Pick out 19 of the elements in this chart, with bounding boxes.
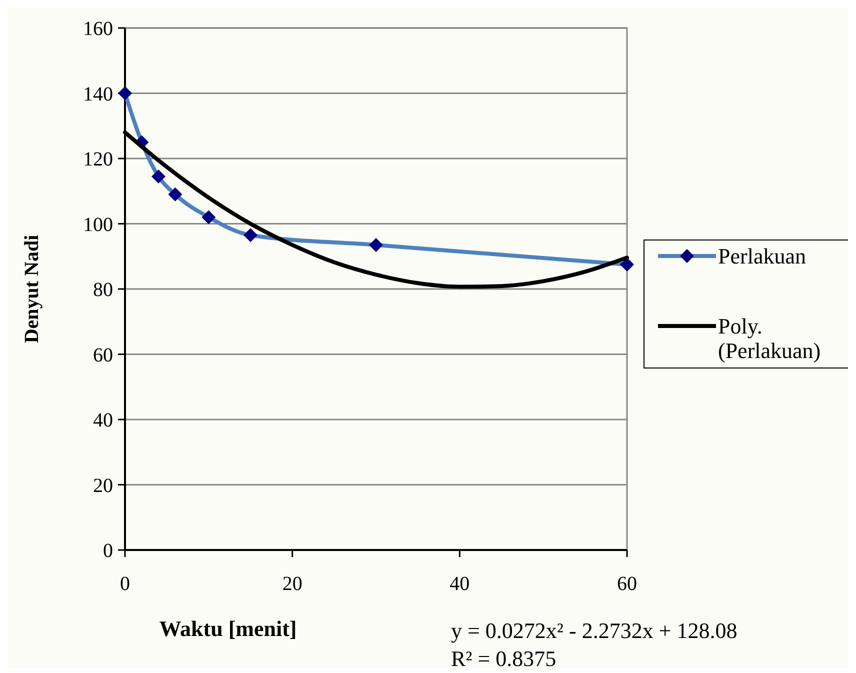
legend-label: Poly. (Perlakuan) — [718, 314, 821, 363]
y-tick-label: 0 — [103, 540, 113, 562]
text: y = 0.0272x² - 2.2732x + 128.08 — [451, 618, 738, 643]
x-tick-label: 0 — [120, 573, 130, 595]
legend-label: Perlakuan — [718, 244, 806, 269]
y-axis-title: Denyut Nadi — [21, 234, 43, 344]
y-tick-label: 80 — [93, 279, 113, 301]
text: R² = 0.8375 — [451, 646, 556, 671]
x-tick-label: 20 — [282, 573, 302, 595]
y-tick-label: 160 — [83, 18, 113, 40]
y-tick-label: 60 — [93, 344, 113, 366]
y-tick-label: 20 — [93, 474, 113, 497]
y-tick-label: 40 — [93, 410, 113, 432]
y-tick-label: 140 — [83, 83, 113, 106]
x-axis-title: Waktu [menit] — [159, 616, 297, 641]
y-tick-label: 120 — [83, 148, 113, 170]
y-tick-label: 100 — [83, 214, 113, 236]
x-tick-label: 60 — [617, 573, 637, 595]
x-tick-label: 40 — [450, 573, 470, 595]
